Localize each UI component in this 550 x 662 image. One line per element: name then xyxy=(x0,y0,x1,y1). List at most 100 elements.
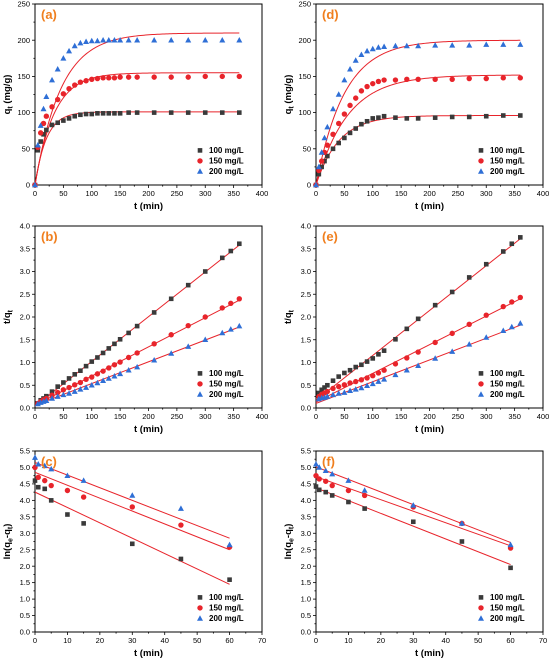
data-point xyxy=(370,80,376,87)
data-point xyxy=(323,478,329,484)
x-axis-title: t (min) xyxy=(415,201,444,212)
data-point xyxy=(364,83,370,90)
panel-label: (d) xyxy=(322,7,339,22)
data-point xyxy=(71,388,78,394)
y-tick-label: 150 xyxy=(17,72,30,81)
data-point xyxy=(185,282,191,288)
data-point xyxy=(60,55,67,61)
data-point xyxy=(509,299,515,305)
y-tick-label: 2.5 xyxy=(301,290,311,299)
legend-label: 150 mg/L xyxy=(490,380,525,389)
data-point xyxy=(35,147,41,153)
data-point xyxy=(403,42,410,49)
data-point xyxy=(325,153,330,159)
data-point xyxy=(202,314,208,320)
y-tick-label: 0.5 xyxy=(20,611,30,620)
x-tick-label: 70 xyxy=(539,636,547,645)
y-tick-label: 100 xyxy=(298,108,311,117)
data-point xyxy=(126,110,131,115)
data-point xyxy=(381,348,387,353)
data-point xyxy=(381,367,387,373)
legend-label: 150 mg/L xyxy=(490,157,525,166)
data-point xyxy=(364,375,370,381)
series-150-mg-l xyxy=(316,294,523,400)
legend-marker xyxy=(197,371,203,376)
data-point xyxy=(415,349,421,355)
data-point xyxy=(381,376,388,382)
data-point xyxy=(151,357,158,363)
x-axis-title: t (min) xyxy=(134,648,163,659)
data-point xyxy=(134,74,140,80)
data-point xyxy=(313,460,319,467)
panel-label: (b) xyxy=(41,229,58,244)
data-point xyxy=(364,118,370,124)
data-point xyxy=(404,355,410,361)
data-point xyxy=(483,312,489,318)
x-tick-label: 350 xyxy=(508,412,521,421)
data-point xyxy=(393,115,398,120)
data-point xyxy=(329,470,336,477)
x-tick-label: 0 xyxy=(314,636,318,645)
y-tick-label: 3.5 xyxy=(20,512,30,521)
y-tick-label: 3.5 xyxy=(301,244,311,253)
y-tick-label: 0.5 xyxy=(301,611,311,620)
y-tick-label: 4.0 xyxy=(301,222,311,231)
data-point xyxy=(361,487,368,493)
data-point xyxy=(500,249,506,254)
data-point xyxy=(66,390,73,396)
data-point xyxy=(518,113,523,118)
data-point xyxy=(185,110,191,115)
data-point xyxy=(432,339,438,346)
x-axis-title: t (min) xyxy=(415,648,444,659)
data-point xyxy=(112,111,117,116)
data-point xyxy=(105,37,112,43)
legend-label: 100 mg/L xyxy=(490,593,525,602)
legend-marker xyxy=(197,605,203,611)
data-point xyxy=(330,391,337,398)
series-200-mg-l xyxy=(34,322,243,407)
data-point xyxy=(83,78,89,84)
data-point xyxy=(358,88,365,94)
panel-label: (a) xyxy=(41,7,57,22)
panel-b: 0 50 100 150 200 250 300 350 400 0.0 0.5 1.0 1.5 2.0 2… xyxy=(2,222,268,435)
data-point xyxy=(236,322,243,329)
series-200-mg-l xyxy=(32,454,233,548)
data-point xyxy=(49,104,55,110)
legend-marker xyxy=(478,158,484,164)
data-point xyxy=(370,372,376,379)
data-point xyxy=(358,377,365,383)
x-axis-title: t (min) xyxy=(415,424,444,435)
data-point xyxy=(508,565,513,571)
data-point xyxy=(500,75,506,81)
x-tick-label: 40 xyxy=(161,636,169,645)
y-tick-label: 3.5 xyxy=(20,244,30,253)
data-point xyxy=(40,120,47,127)
data-point xyxy=(322,385,327,390)
data-point xyxy=(483,261,489,267)
data-point xyxy=(49,122,55,128)
data-point xyxy=(35,460,42,467)
legend-label: 200 mg/L xyxy=(209,390,244,399)
data-point xyxy=(483,41,490,47)
data-point xyxy=(330,105,337,112)
x-tick-label: 30 xyxy=(409,636,417,645)
x-tick-label: 50 xyxy=(59,189,67,198)
data-point xyxy=(346,499,351,505)
data-point xyxy=(95,111,100,116)
y-tick-label: 4.0 xyxy=(20,222,30,231)
data-point xyxy=(61,380,66,385)
data-point xyxy=(392,42,399,49)
data-point xyxy=(341,382,348,388)
data-point xyxy=(449,42,456,48)
x-tick-label: 400 xyxy=(256,189,269,198)
y-tick-label: 2.0 xyxy=(20,562,30,571)
legend-marker xyxy=(197,381,203,387)
data-point xyxy=(219,255,225,261)
data-point xyxy=(335,390,342,396)
data-point xyxy=(202,73,208,80)
data-point xyxy=(106,365,112,371)
x-tick-label: 250 xyxy=(452,412,465,421)
data-point xyxy=(347,130,353,136)
series-150-mg-l xyxy=(313,75,523,188)
legend-label: 100 mg/L xyxy=(209,369,244,378)
